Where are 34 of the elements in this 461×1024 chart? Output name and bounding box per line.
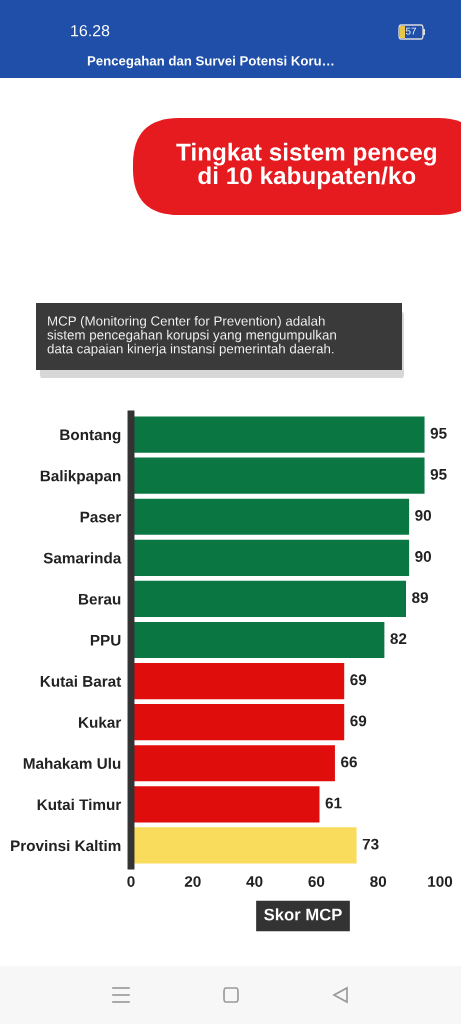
data-label: 69	[350, 715, 367, 727]
data-label: 95	[430, 427, 447, 439]
x-tick-label: 100	[428, 876, 453, 887]
data-label: 61	[325, 797, 342, 809]
text: 16.28	[71, 24, 110, 37]
y-tick-label: PPU	[90, 635, 121, 646]
y-tick-label: Kutai Timur	[37, 798, 122, 811]
y-tick-label: Balikpapan	[40, 470, 121, 485]
data-label: 90	[415, 510, 432, 521]
chart-subtitle: MCP (Monitoring Center for Prevention) adalah sistem pencegahan korupsi yang mengumpulkan data capaian kinerja instansi pemerintah daerah.	[47, 315, 336, 357]
y-tick-label: Samarinda	[43, 552, 122, 564]
y-tick-label: Provinsi Kaltim	[11, 839, 121, 852]
x-axis-title: Skor MCP	[264, 908, 342, 921]
y-tick-label: Kukar	[79, 716, 122, 728]
text: 57	[405, 27, 416, 35]
chart-title: Tingkat sistem penceg di 10 kabupaten/ko	[176, 142, 436, 190]
data-label: 66	[341, 756, 357, 768]
data-label: 82	[390, 633, 407, 645]
data-label: 73	[362, 838, 379, 850]
y-tick-label: Berau	[79, 593, 121, 605]
x-tick-label: 40	[246, 876, 263, 887]
y-tick-label: Paser	[80, 511, 122, 523]
data-label: 89	[412, 592, 428, 604]
text: Pencegahan dan Survei Potensi Koru…	[87, 55, 334, 69]
y-tick-label: Bontang	[60, 429, 121, 444]
y-tick-label: Kutai Barat	[40, 675, 122, 687]
x-tick-label: 0	[127, 876, 135, 887]
y-tick-label: Mahakam Ulu	[23, 757, 121, 769]
x-tick-label: 60	[308, 876, 325, 887]
data-label: 90	[415, 551, 432, 562]
x-tick-label: 20	[184, 876, 201, 887]
data-label: 69	[350, 674, 367, 686]
x-tick-label: 80	[370, 876, 387, 887]
data-label: 95	[430, 468, 447, 480]
